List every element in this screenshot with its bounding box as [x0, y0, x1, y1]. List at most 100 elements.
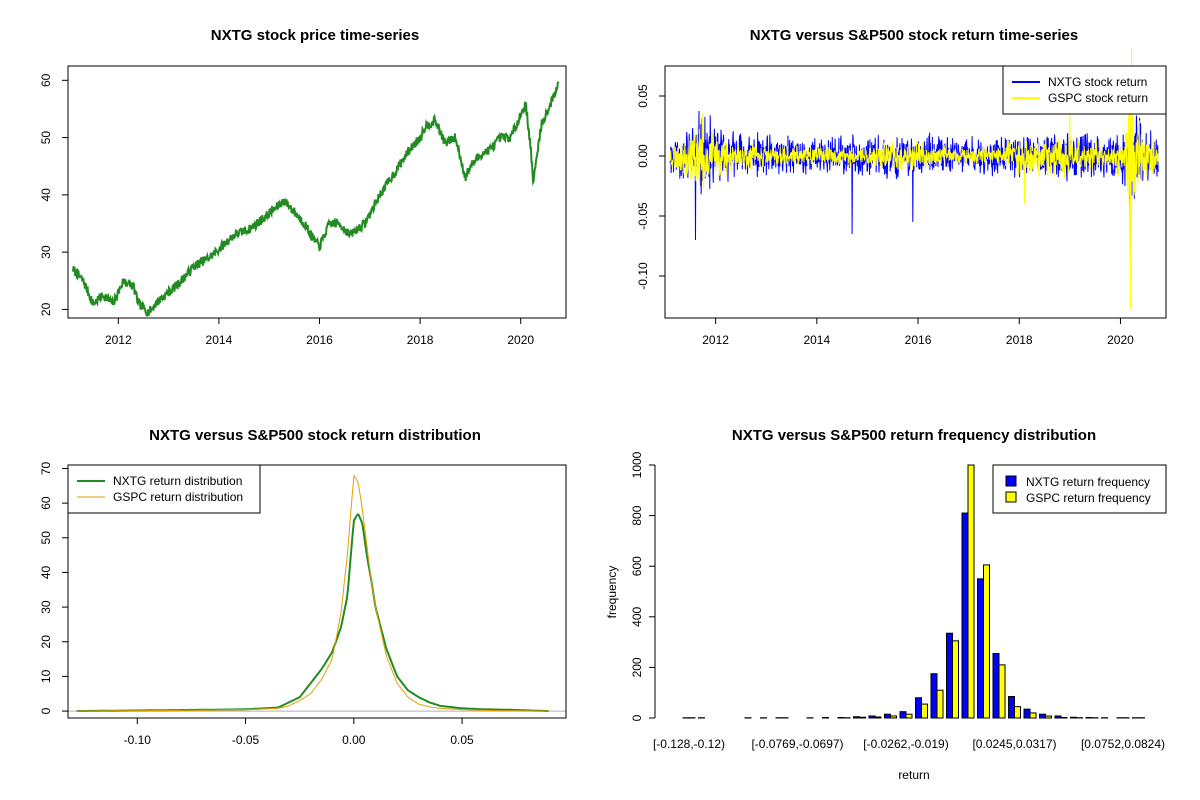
plot-frame [67, 464, 567, 719]
bar-nxtg [1023, 708, 1031, 719]
y-tick-label: 30 [39, 600, 53, 614]
bar-nxtg [915, 697, 922, 719]
x-axis-label: return [898, 768, 929, 782]
y-tick-label: 50 [39, 531, 53, 545]
legend-label-gspc: GSPC stock return [1048, 91, 1148, 105]
legend-label-nxtg: NXTG return distribution [113, 474, 242, 488]
bar-gspc [1060, 716, 1068, 719]
bar-nxtg [853, 716, 860, 719]
y-tick-label: 40 [39, 188, 53, 202]
chart-return-density: NXTG versus S&P500 stock return distribu… [39, 427, 567, 747]
bar-nxtg [899, 711, 907, 719]
x-tick-label: 2012 [105, 333, 132, 347]
y-tick-label: 200 [630, 657, 644, 677]
legend-swatch-gspc [1005, 491, 1017, 503]
x-tick-label: 2018 [1006, 333, 1033, 347]
y-tick-label: 0.00 [636, 144, 650, 168]
x-tick-label: [-0.128,-0.12) [653, 737, 725, 751]
y-tick-label: 30 [39, 245, 53, 259]
x-tick-label: 2020 [507, 333, 534, 347]
legend: NXTG return distribution GSPC return dis… [67, 464, 261, 514]
bar-nxtg [1085, 716, 1093, 719]
bar-nxtg [961, 512, 969, 719]
legend: NXTG stock return GSPC stock return [1002, 65, 1167, 115]
bar-gspc [905, 713, 913, 719]
bar-gspc [859, 716, 866, 719]
legend: NXTG return frequency GSPC return freque… [992, 464, 1167, 514]
series-line-gspc-return [669, 47, 1159, 310]
y-tick-label: 0 [39, 707, 53, 714]
legend-box [992, 464, 1167, 514]
x-tick-label: 2020 [1107, 333, 1134, 347]
bar-nxtg [1054, 715, 1062, 719]
x-tick-label: 2018 [407, 333, 434, 347]
bar-gspc [952, 640, 959, 719]
bar-nxtg [1039, 713, 1046, 719]
y-tick-label: 40 [39, 565, 53, 579]
bar-nxtg [822, 716, 829, 719]
chart-title: NXTG versus S&P500 stock return time-ser… [750, 27, 1078, 44]
y-tick-label: 20 [39, 302, 53, 316]
bar-nxtg [1070, 716, 1077, 719]
bar-gspc [874, 716, 882, 719]
x-tick-label: [-0.0262,-0.019) [863, 737, 948, 751]
x-tick-label: [-0.0769,-0.0697) [751, 737, 843, 751]
x-tick-label: 0.05 [450, 733, 474, 747]
x-tick-label: 2016 [306, 333, 333, 347]
chart-title: NXTG stock price time-series [211, 27, 419, 44]
y-tick-label: 60 [39, 73, 53, 87]
x-tick-label: 2012 [702, 333, 729, 347]
x-tick-label: [0.0245,0.0317) [972, 737, 1056, 751]
legend-label-nxtg: NXTG stock return [1048, 75, 1147, 89]
y-tick-label: -0.05 [636, 202, 650, 230]
bar-gspc [983, 564, 990, 719]
bar-nxtg [992, 652, 1000, 719]
bar-gspc [1045, 715, 1052, 719]
chart-title: NXTG versus S&P500 stock return distribu… [149, 427, 481, 444]
bar-nxtg [837, 716, 845, 719]
legend-box [67, 464, 261, 514]
bar-nxtg [946, 632, 953, 719]
bar-gspc [967, 464, 975, 719]
y-tick-label: 10 [39, 669, 53, 683]
y-tick-label: 400 [630, 606, 644, 626]
bar-nxtg [977, 578, 984, 719]
bar-gspc [921, 703, 928, 719]
plot-area: 2012 2014 2016 2018 2020 -0.10 -0.05 0.00 0.05 [636, 47, 1159, 347]
bar-nxtg [930, 673, 938, 719]
plot-frame [67, 65, 567, 319]
y-tick-label: 50 [39, 131, 53, 145]
y-axis-label: frequency [605, 566, 619, 619]
bar-gspc [890, 715, 897, 719]
bar-nxtg [884, 713, 891, 719]
x-tick-label: 0.00 [342, 733, 366, 747]
y-tick-label: 600 [630, 556, 644, 576]
y-tick-label: 60 [39, 496, 53, 510]
plot-frame [664, 65, 1167, 319]
bar-nxtg [868, 715, 876, 719]
bar-gspc [1029, 712, 1037, 719]
y-tick-label: 20 [39, 635, 53, 649]
bar-nxtg [1008, 695, 1015, 719]
bar-gspc [998, 664, 1006, 719]
x-tick-label: [0.0752,0.0824) [1081, 737, 1165, 751]
bar-gspc [936, 689, 944, 719]
y-tick-label: 1000 [630, 451, 644, 478]
x-tick-label: -0.05 [232, 733, 260, 747]
chart-return-timeseries: NXTG versus S&P500 stock return time-ser… [636, 27, 1167, 347]
legend-label-gspc: GSPC return frequency [1026, 491, 1151, 505]
y-tick-label: -0.10 [636, 262, 650, 290]
chart-title: NXTG versus S&P500 return frequency dist… [732, 427, 1096, 444]
y-tick-label: 70 [39, 461, 53, 475]
plot-area: -0.10 -0.05 0.00 0.05 0 10 20 30 40 50 60 70 [39, 461, 566, 747]
y-tick-label: 0 [630, 714, 644, 721]
chart-return-histogram: NXTG versus S&P500 return frequency dist… [605, 427, 1167, 782]
series-line-gspc-density [76, 474, 549, 712]
legend-label-nxtg: NXTG return frequency [1026, 475, 1150, 489]
y-tick-label: 800 [630, 505, 644, 525]
x-tick-label: 2014 [803, 333, 830, 347]
plot-area: 0 200 400 600 800 1000 [-0.128,-0.12) [-0.0769,… [630, 451, 1165, 751]
